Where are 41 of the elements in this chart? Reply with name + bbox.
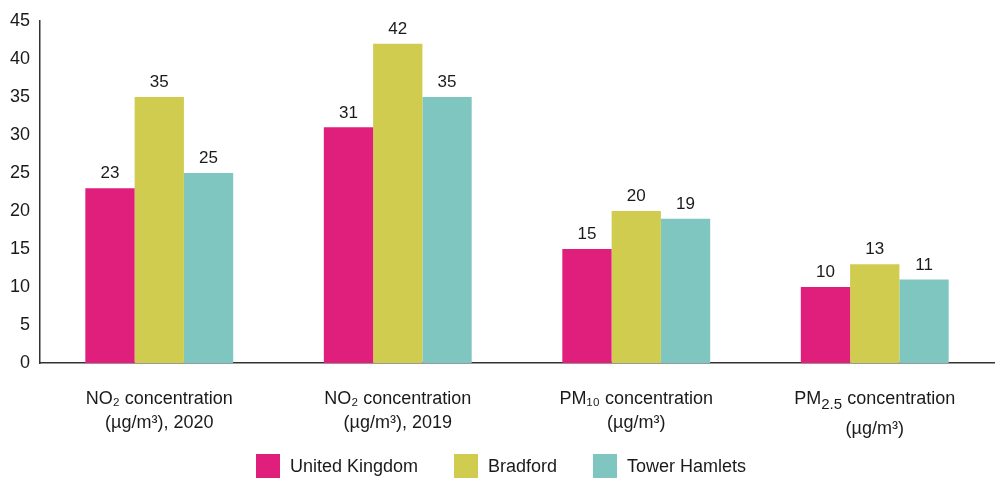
y-tick-label: 25 <box>9 161 31 182</box>
data-label: 20 <box>626 186 646 206</box>
y-tick-label: 10 <box>9 276 31 297</box>
bar <box>562 249 612 364</box>
data-label: 31 <box>339 102 358 122</box>
data-label: 13 <box>865 239 885 259</box>
legend-label: Bradford <box>488 455 558 477</box>
y-tick-label: 15 <box>9 238 31 259</box>
data-label: 35 <box>149 72 169 92</box>
bar <box>134 96 184 364</box>
x-tick-label: PM$_{2.5}$ concentration (µg/m³) <box>793 387 957 440</box>
bar <box>85 188 135 364</box>
x-tick-label: PM₁₀ concentration (µg/m³) <box>558 387 715 434</box>
data-label: 23 <box>100 163 120 183</box>
data-label: 19 <box>676 193 696 213</box>
legend-label: Tower Hamlets <box>627 455 747 477</box>
data-label: 42 <box>388 18 408 38</box>
y-tick-label: 20 <box>9 199 31 220</box>
bar <box>422 96 472 364</box>
bar <box>611 211 661 364</box>
data-label: 35 <box>437 72 457 92</box>
bar <box>323 127 374 364</box>
x-tick-label: NO₂ concentration (µg/m³), 2019 <box>323 387 473 434</box>
legend-label: United Kingdom <box>289 455 418 477</box>
y-tick-label: 40 <box>9 47 31 68</box>
bar <box>183 172 234 364</box>
bar <box>899 279 949 364</box>
bar <box>850 264 900 364</box>
y-tick-label: 30 <box>9 123 31 144</box>
y-tick-label: 35 <box>9 85 31 106</box>
x-tick-label: NO₂ concentration (µg/m³), 2020 <box>84 387 234 434</box>
y-tick-label: 5 <box>20 314 31 335</box>
y-tick-label: 45 <box>9 9 31 30</box>
y-tick-label: 0 <box>20 352 31 373</box>
data-label: 10 <box>816 262 835 282</box>
data-label: 25 <box>199 148 219 168</box>
bar <box>373 43 423 364</box>
bar <box>800 287 851 364</box>
bar <box>660 218 711 364</box>
data-label: 15 <box>577 224 597 244</box>
data-label: 11 <box>915 254 933 274</box>
